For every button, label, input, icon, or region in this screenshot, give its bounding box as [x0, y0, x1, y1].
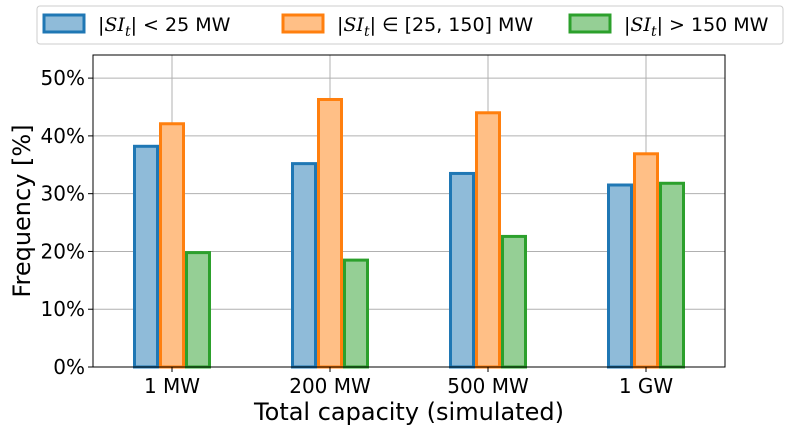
x-tick-label: 200 MW [289, 374, 371, 398]
bar [291, 162, 317, 369]
legend-swatch [281, 13, 325, 34]
legend-label: |SIt| ∈ [25, 150] MW [337, 14, 533, 40]
x-tick-label: 500 MW [447, 374, 529, 398]
legend: |SIt| < 25 MW |SIt| ∈ [25, 150] MW |SIt| >… [36, 5, 784, 45]
bar [633, 152, 659, 369]
bar [475, 111, 501, 369]
legend-swatch [42, 13, 86, 34]
plot-frame [92, 54, 726, 368]
y-tick-label: 50% [41, 66, 85, 90]
bar [317, 97, 343, 369]
bar [159, 122, 185, 369]
y-axis-label: Frequency [%] [8, 124, 36, 297]
y-tick-label: 20% [41, 239, 85, 263]
legend-label: |SIt| > 150 MW [624, 14, 769, 40]
bar [501, 234, 527, 369]
x-axis-ticks: 1 MW 200 MW 500 MW 1 GW [144, 367, 673, 398]
bar [449, 171, 475, 369]
y-axis-ticks: 0% 10% 20% 30% 40% 50% [41, 66, 93, 379]
y-tick-label: 40% [41, 124, 85, 148]
x-tick-label: 1 MW [144, 374, 200, 398]
bar [343, 258, 369, 369]
legend-swatch [568, 13, 612, 34]
bar [607, 183, 633, 369]
bar [659, 181, 685, 369]
y-tick-label: 10% [41, 297, 85, 321]
bar [185, 251, 211, 369]
bar [133, 144, 159, 369]
legend-label: |SIt| < 25 MW [98, 14, 231, 40]
y-tick-label: 0% [53, 355, 85, 379]
x-tick-label: 1 GW [619, 374, 674, 398]
x-axis-label: Total capacity (simulated) [253, 398, 564, 426]
y-tick-label: 30% [41, 182, 85, 206]
bars [133, 97, 685, 369]
